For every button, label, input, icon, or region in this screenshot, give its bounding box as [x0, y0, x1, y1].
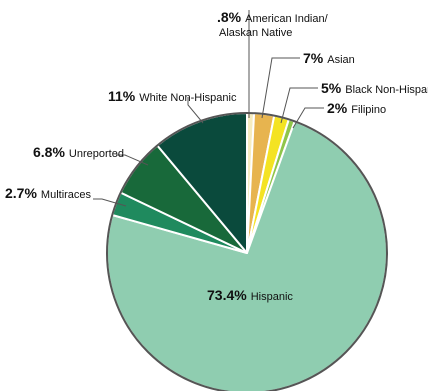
- slice-label-asian: 7% Asian: [303, 50, 355, 66]
- slice-labels: .8% American Indian/Alaskan Native 7% Asian…: [5, 9, 428, 303]
- slice-percent-filipino: 2%: [327, 100, 348, 116]
- slice-name-unreported: Unreported: [69, 148, 124, 160]
- slice-percent-multiraces: 2.7%: [5, 185, 37, 201]
- leader-lines: [93, 10, 324, 207]
- leader-line-multiraces: [93, 198, 127, 207]
- slice-label-american-indian: .8% American Indian/: [217, 9, 329, 25]
- slice-name-asian: Asian: [327, 54, 355, 66]
- slice-percent-asian: 7%: [303, 50, 324, 66]
- slice-label-black-non-hispanic: 5%Black Non-Hispanic: [321, 80, 428, 96]
- slice-label-multiraces: 2.7% Multiraces: [5, 185, 92, 201]
- leader-line-filipino: [292, 107, 324, 129]
- slice-label-filipino: 2% Filipino: [327, 100, 386, 116]
- leader-line-asian: [261, 57, 300, 119]
- pie-outline: [106, 112, 388, 391]
- slice-label-hispanic: 73.4% Hispanic: [207, 287, 293, 303]
- slice-name-american-indian: American Indian/: [245, 13, 328, 25]
- slice-label-white-non-hispanic: 11% White Non-Hispanic: [108, 88, 237, 104]
- slice-name-black-non-hispanic: Black Non-Hispanic: [345, 84, 428, 96]
- slice-name-line2-american-indian: Alaskan Native: [219, 27, 292, 39]
- leader-line-white-non-hispanic: [187, 97, 204, 124]
- slice-percent-white-non-hispanic: 11%: [108, 88, 136, 104]
- slice-name-white-non-hispanic: White Non-Hispanic: [139, 92, 237, 104]
- slice-label-unreported: 6.8% Unreported: [33, 144, 124, 160]
- slice-name-multiraces: Multiraces: [41, 189, 92, 201]
- slice-percent-unreported: 6.8%: [33, 144, 65, 160]
- slice-name-hispanic: Hispanic: [251, 291, 294, 303]
- slice-percent-american-indian: .8%: [217, 9, 242, 25]
- leader-line-unreported: [116, 154, 149, 166]
- slices-layer: [106, 112, 388, 391]
- leader-line-black-non-hispanic: [280, 87, 318, 124]
- slice-percent-black-non-hispanic: 5%: [321, 80, 342, 96]
- slice-name-filipino: Filipino: [351, 104, 386, 116]
- slice-percent-hispanic: 73.4%: [207, 287, 247, 303]
